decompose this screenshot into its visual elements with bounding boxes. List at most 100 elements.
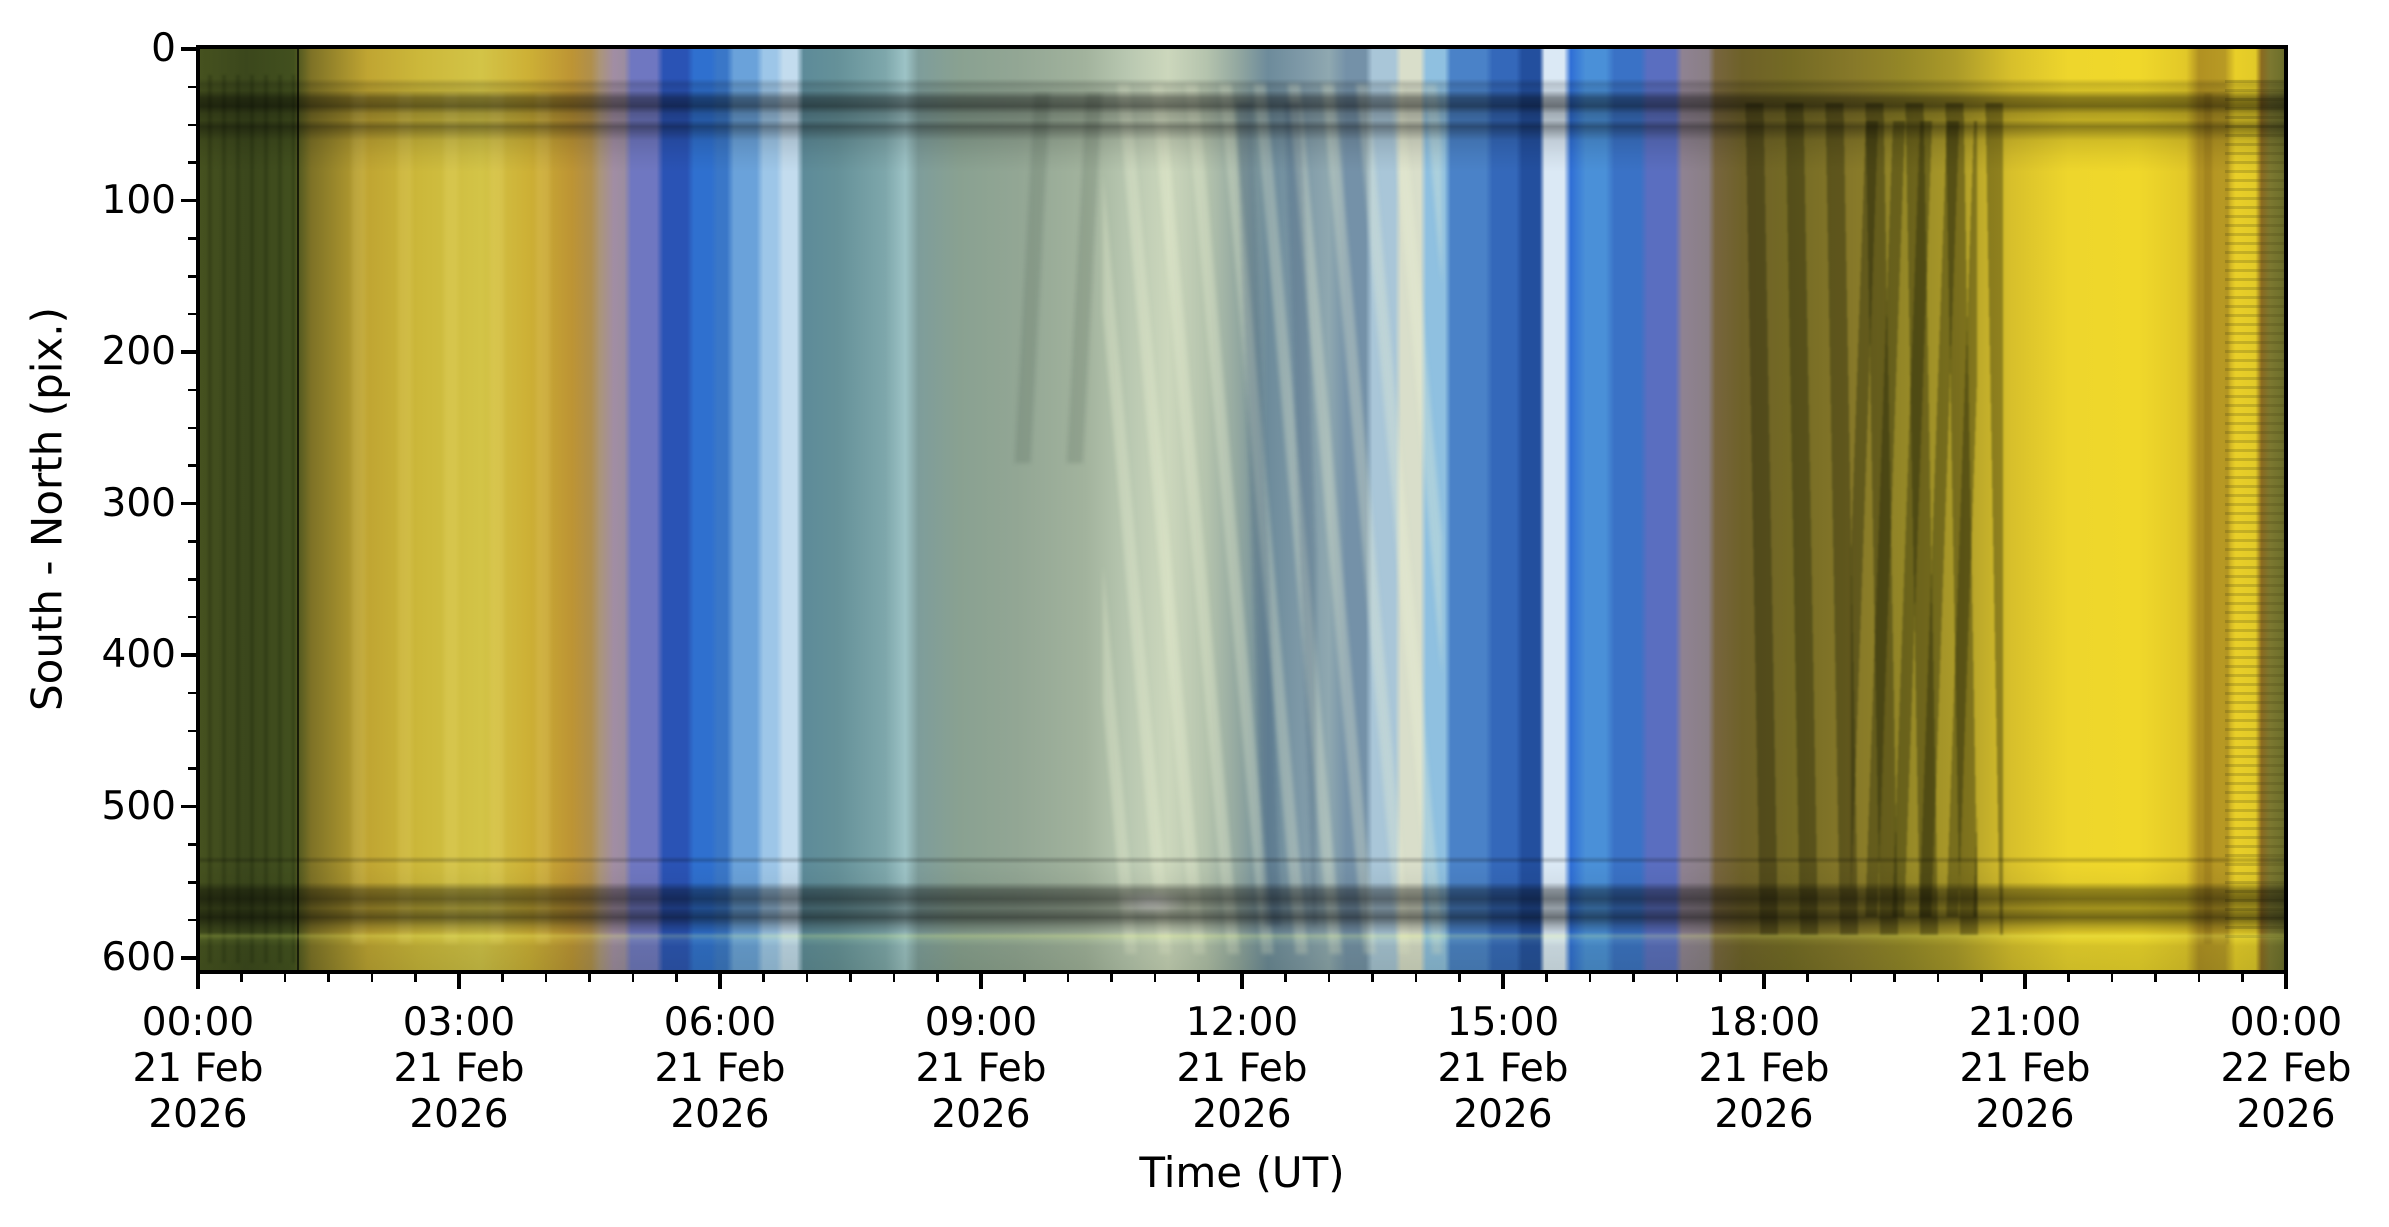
x-major-tick	[979, 974, 983, 989]
x-tick-label: 03:00 21 Feb 2026	[393, 1000, 525, 1137]
x-minor-tick	[1110, 974, 1113, 982]
x-major-tick	[196, 974, 200, 989]
x-minor-tick	[1023, 974, 1026, 982]
x-major-tick	[2023, 974, 2027, 989]
x-minor-tick	[283, 974, 287, 982]
x-minor-tick	[762, 974, 765, 982]
y-minor-tick	[188, 388, 196, 392]
y-tick-label: 200	[101, 329, 176, 374]
x-minor-tick	[2067, 974, 2070, 982]
evening-dark-curtains-2	[1851, 121, 1978, 917]
y-major-tick	[181, 47, 196, 51]
x-tick-label: 18:00 21 Feb 2026	[1698, 1000, 1830, 1137]
y-minor-tick	[188, 918, 196, 922]
x-minor-tick	[1980, 974, 1983, 982]
keogram-plot	[196, 45, 2288, 974]
x-minor-tick	[240, 974, 243, 982]
y-major-tick	[181, 350, 196, 354]
y-axis-label: South - North (pix.)	[22, 306, 72, 712]
y-minor-tick	[188, 275, 196, 278]
x-minor-tick	[327, 974, 330, 982]
x-minor-tick	[675, 974, 678, 982]
y-minor-tick	[188, 85, 196, 89]
x-minor-tick	[1588, 974, 1592, 982]
y-minor-tick	[188, 237, 196, 240]
x-minor-tick	[805, 974, 809, 982]
x-minor-tick	[1936, 974, 1940, 982]
x-minor-tick	[588, 974, 591, 982]
y-major-tick	[181, 804, 196, 809]
x-minor-tick	[2110, 974, 2114, 982]
y-major-tick	[181, 956, 196, 960]
x-tick-label: 09:00 21 Feb 2026	[915, 1000, 1047, 1137]
y-minor-tick	[188, 426, 196, 429]
x-axis-label: Time (UT)	[1139, 1148, 1345, 1197]
x-minor-tick	[1153, 974, 1157, 982]
x-major-tick	[1501, 974, 1505, 989]
x-minor-tick	[1371, 974, 1374, 982]
x-tick-label: 15:00 21 Feb 2026	[1437, 1000, 1569, 1137]
y-tick-label: 400	[101, 632, 176, 677]
x-minor-tick	[2241, 974, 2244, 982]
x-major-tick	[457, 974, 461, 989]
x-minor-tick	[1719, 974, 1722, 982]
y-minor-tick	[188, 464, 196, 467]
y-minor-tick	[188, 881, 196, 884]
x-minor-tick	[501, 974, 504, 982]
x-major-tick	[718, 974, 722, 989]
x-minor-tick	[1632, 974, 1635, 982]
x-minor-tick	[1806, 974, 1809, 982]
x-minor-tick	[892, 974, 896, 982]
x-minor-tick	[849, 974, 852, 982]
x-major-tick	[2284, 974, 2288, 989]
y-major-tick	[181, 198, 196, 203]
x-minor-tick	[1849, 974, 1853, 982]
black-gap-line	[297, 47, 299, 972]
left-green-striation	[198, 74, 296, 963]
x-minor-tick	[544, 974, 548, 982]
x-minor-tick	[1458, 974, 1461, 982]
y-minor-tick	[188, 578, 196, 581]
x-minor-tick	[2154, 974, 2157, 982]
y-minor-tick	[188, 843, 196, 846]
y-tick-label: 500	[101, 783, 176, 829]
y-major-tick	[181, 501, 196, 506]
x-minor-tick	[1675, 974, 1679, 982]
x-minor-tick	[1197, 974, 1200, 982]
keogram-feature-layer	[198, 47, 2286, 972]
x-minor-tick	[414, 974, 417, 982]
x-tick-label: 00:00 22 Feb 2026	[2220, 1000, 2352, 1137]
x-minor-tick	[1284, 974, 1287, 982]
y-tick-label: 300	[101, 480, 176, 526]
x-tick-label: 06:00 21 Feb 2026	[654, 1000, 786, 1137]
x-minor-tick	[631, 974, 635, 982]
bright-spot	[1113, 889, 1188, 916]
gold-light-striation	[319, 93, 573, 945]
x-minor-tick	[1414, 974, 1418, 982]
x-minor-tick	[2197, 974, 2201, 982]
y-minor-tick	[188, 161, 196, 164]
x-minor-tick	[1066, 974, 1070, 982]
y-tick-label: 0	[151, 26, 176, 71]
y-tick-label: 100	[101, 177, 176, 223]
y-minor-tick	[188, 729, 196, 732]
y-tick-label: 600	[101, 935, 176, 980]
dark-blue-streaks	[1233, 102, 1316, 926]
y-minor-tick	[188, 540, 196, 543]
x-tick-label: 21:00 21 Feb 2026	[1959, 1000, 2091, 1137]
morning-smudge	[998, 93, 1112, 464]
x-major-tick	[1240, 974, 1244, 989]
x-minor-tick	[1545, 974, 1548, 982]
x-tick-label: 12:00 21 Feb 2026	[1176, 1000, 1308, 1137]
y-minor-tick	[188, 615, 196, 619]
y-minor-tick	[188, 767, 196, 770]
y-minor-tick	[188, 691, 196, 695]
x-minor-tick	[936, 974, 939, 982]
right-edge-hstripes	[2225, 74, 2286, 945]
late-gold-striation	[2190, 93, 2230, 945]
x-tick-label: 00:00 21 Feb 2026	[132, 1000, 264, 1137]
x-minor-tick	[370, 974, 374, 982]
x-minor-tick	[1893, 974, 1896, 982]
x-minor-tick	[1327, 974, 1331, 982]
